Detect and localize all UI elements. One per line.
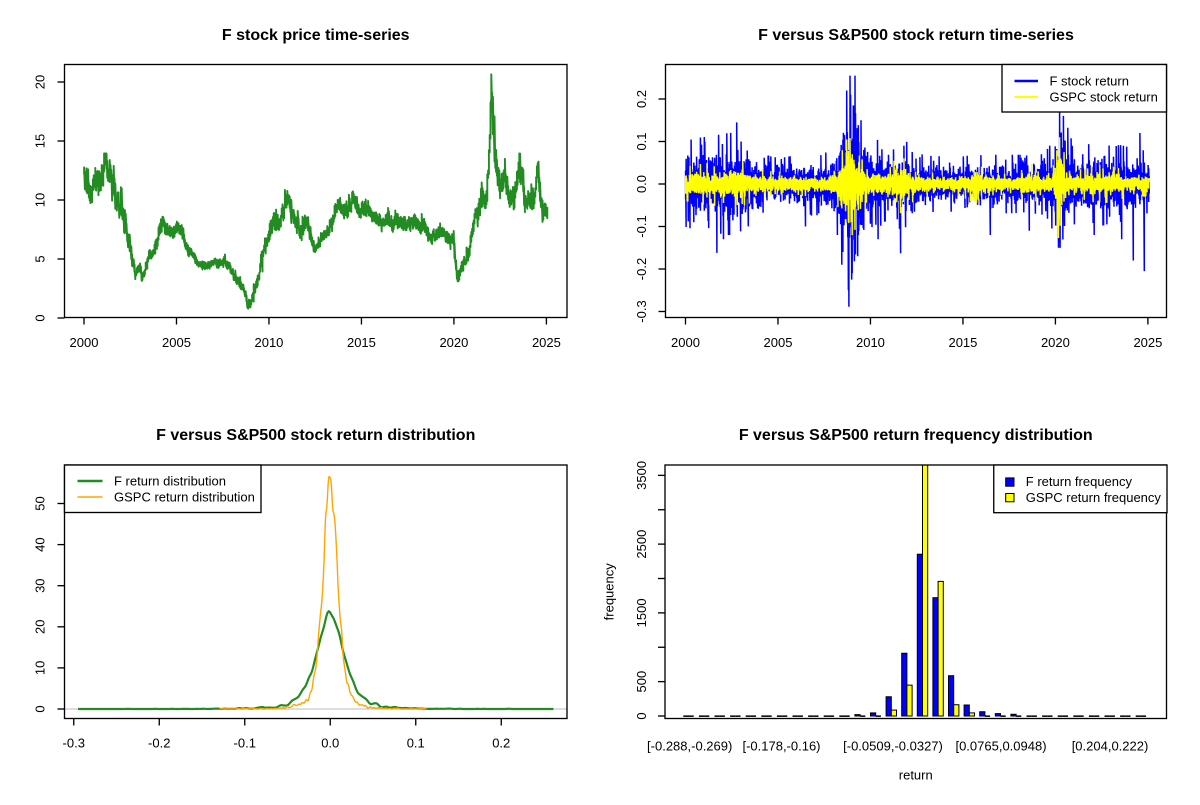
svg-text:2000: 2000: [671, 335, 700, 350]
svg-text:return: return: [899, 768, 933, 783]
svg-text:2015: 2015: [347, 335, 376, 350]
svg-text:2025: 2025: [532, 335, 561, 350]
svg-text:0: 0: [634, 712, 649, 719]
svg-text:F return frequency: F return frequency: [1026, 474, 1133, 489]
svg-text:[-0.0509,-0.0327): [-0.0509,-0.0327): [843, 739, 943, 754]
svg-text:[-0.178,-0.16): [-0.178,-0.16): [742, 739, 820, 754]
svg-text:-0.3: -0.3: [63, 736, 85, 751]
svg-text:2010: 2010: [856, 335, 885, 350]
svg-text:GSPC stock return: GSPC stock return: [1050, 90, 1158, 105]
svg-text:frequency: frequency: [602, 563, 617, 621]
svg-text:F stock return: F stock return: [1050, 74, 1129, 89]
svg-text:2015: 2015: [948, 335, 977, 350]
svg-text:2005: 2005: [162, 335, 191, 350]
svg-text:30: 30: [33, 578, 48, 592]
svg-text:500: 500: [634, 671, 649, 693]
svg-text:F versus S&P500 return frequen: F versus S&P500 return frequency distrib…: [739, 427, 1093, 444]
svg-text:50: 50: [33, 496, 48, 510]
svg-text:[0.204,0.222): [0.204,0.222): [1072, 739, 1149, 754]
svg-text:2020: 2020: [1041, 335, 1070, 350]
svg-text:-0.1: -0.1: [234, 736, 256, 751]
svg-text:5: 5: [33, 255, 48, 262]
svg-text:F versus S&P500 stock return t: F versus S&P500 stock return time-series: [758, 27, 1074, 44]
svg-text:0: 0: [33, 314, 48, 321]
svg-text:20: 20: [33, 75, 48, 89]
svg-text:[-0.288,-0.269): [-0.288,-0.269): [647, 739, 732, 754]
svg-text:GSPC return distribution: GSPC return distribution: [114, 490, 255, 505]
svg-text:1500: 1500: [634, 598, 649, 627]
svg-text:2025: 2025: [1133, 335, 1162, 350]
svg-text:2010: 2010: [254, 335, 283, 350]
svg-text:0.1: 0.1: [634, 132, 649, 150]
svg-text:[0.0765,0.0948): [0.0765,0.0948): [955, 739, 1046, 754]
svg-text:F versus S&P500 stock return d: F versus S&P500 stock return distributio…: [156, 427, 475, 444]
svg-text:0.0: 0.0: [634, 175, 649, 193]
svg-text:0.2: 0.2: [634, 90, 649, 108]
svg-text:10: 10: [33, 193, 48, 207]
svg-text:0: 0: [33, 705, 48, 712]
svg-text:F stock price time-series: F stock price time-series: [222, 27, 410, 44]
svg-text:2020: 2020: [439, 335, 468, 350]
svg-text:2500: 2500: [634, 530, 649, 559]
svg-text:-0.3: -0.3: [634, 300, 649, 322]
svg-text:2000: 2000: [70, 335, 99, 350]
svg-text:0.1: 0.1: [407, 736, 425, 751]
svg-text:-0.2: -0.2: [634, 258, 649, 280]
svg-text:0.0: 0.0: [321, 736, 339, 751]
svg-text:F return distribution: F return distribution: [114, 474, 226, 489]
svg-text:40: 40: [33, 537, 48, 551]
svg-text:-0.1: -0.1: [634, 215, 649, 237]
svg-text:3500: 3500: [634, 461, 649, 490]
svg-text:GSPC return frequency: GSPC return frequency: [1026, 490, 1162, 505]
svg-text:2005: 2005: [764, 335, 793, 350]
svg-text:0.2: 0.2: [492, 736, 510, 751]
svg-text:-0.2: -0.2: [148, 736, 170, 751]
svg-text:10: 10: [33, 661, 48, 675]
svg-text:20: 20: [33, 620, 48, 634]
svg-text:15: 15: [33, 134, 48, 148]
